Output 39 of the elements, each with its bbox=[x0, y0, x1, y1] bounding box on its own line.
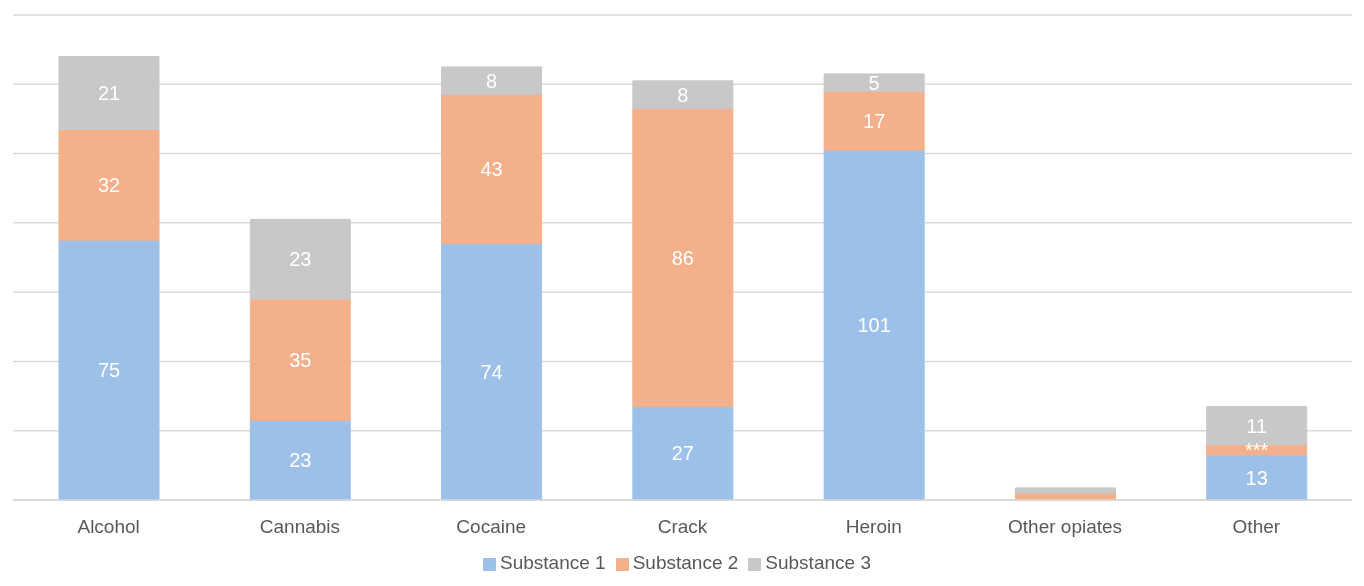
bar bbox=[632, 80, 734, 110]
bar bbox=[58, 239, 160, 501]
bar bbox=[441, 243, 543, 501]
x-tick-label: Alcohol bbox=[77, 516, 140, 538]
x-tick-label: Cocaine bbox=[456, 516, 527, 538]
bar bbox=[249, 218, 351, 300]
bar bbox=[58, 56, 160, 130]
bar bbox=[249, 298, 351, 421]
x-tick-label: Crack bbox=[657, 516, 708, 538]
bar bbox=[1014, 487, 1116, 494]
bar bbox=[823, 149, 925, 501]
bar bbox=[632, 405, 734, 501]
data-label: 43 bbox=[480, 158, 503, 181]
data-label: 75 bbox=[97, 359, 121, 382]
bar bbox=[823, 90, 925, 151]
bar bbox=[58, 128, 160, 241]
legend-label: Substance 1 bbox=[500, 552, 606, 573]
legend-label: Substance 2 bbox=[632, 552, 739, 573]
data-label: 17 bbox=[863, 109, 886, 132]
bar bbox=[441, 66, 543, 96]
data-label: 86 bbox=[671, 246, 694, 269]
bar bbox=[1206, 454, 1308, 501]
x-tick-label: Cannabis bbox=[259, 516, 341, 538]
x-tick-label: Heroin bbox=[845, 516, 902, 538]
bar bbox=[441, 94, 543, 245]
data-label: 101 bbox=[857, 314, 891, 337]
data-label: 23 bbox=[289, 449, 312, 472]
data-label: 74 bbox=[480, 360, 503, 383]
data-label: 35 bbox=[289, 348, 312, 371]
bar bbox=[632, 108, 734, 407]
data-label: 27 bbox=[671, 442, 694, 465]
legend-label: Substance 3 bbox=[765, 552, 871, 573]
x-tick-label: Other bbox=[1232, 516, 1281, 538]
bar bbox=[249, 419, 351, 501]
data-label: *** bbox=[1245, 438, 1269, 461]
bar bbox=[823, 73, 925, 92]
x-tick-label: Other opiates bbox=[1008, 516, 1123, 538]
data-label: 32 bbox=[97, 173, 121, 196]
data-label: 13 bbox=[1245, 466, 1268, 489]
